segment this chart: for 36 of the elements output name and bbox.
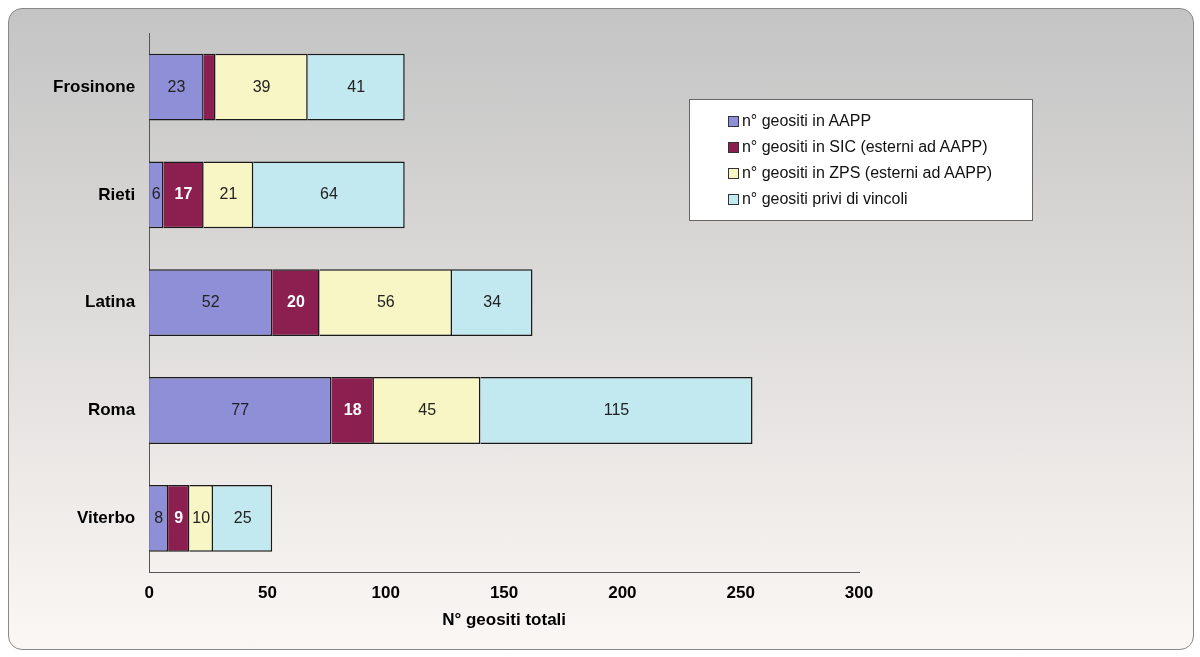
- y-tick-label: Roma: [87, 400, 136, 420]
- data-label: 17: [174, 185, 193, 203]
- y-tick-label: Frosinone: [53, 76, 136, 96]
- data-label: 52: [201, 293, 220, 311]
- x-tick-label: 300: [844, 583, 874, 603]
- y-tick-label: Latina: [85, 292, 136, 312]
- x-tick-label: 250: [726, 583, 755, 603]
- x-tick-label: 150: [489, 583, 519, 603]
- x-tick-label: 0: [144, 583, 154, 603]
- x-tick-label: 50: [258, 583, 277, 603]
- data-label: 10: [192, 508, 211, 526]
- data-label: 25: [233, 508, 252, 526]
- y-tick-label: Viterbo: [76, 507, 136, 527]
- x-axis-title: N° geositi totali: [442, 610, 567, 630]
- data-label: 39: [252, 77, 271, 95]
- data-label: 77: [231, 400, 250, 418]
- data-label: 23: [167, 77, 186, 95]
- data-label: 8: [154, 508, 164, 526]
- legend-label: n° geositi in ZPS (esterni ad AAPP): [741, 163, 992, 183]
- data-label: 45: [418, 400, 437, 418]
- data-label: 34: [483, 293, 502, 311]
- data-label: 56: [376, 293, 395, 311]
- y-tick-label: Rieti: [98, 184, 136, 204]
- data-label: 6: [151, 185, 161, 203]
- data-label: 18: [343, 400, 362, 418]
- x-tick-label: 200: [608, 583, 637, 603]
- data-label: 20: [286, 293, 305, 311]
- data-label: 41: [347, 77, 366, 95]
- data-label: 64: [320, 185, 338, 203]
- text: n° geositi privi di vincoli: [741, 189, 908, 209]
- x-tick-label: 100: [371, 583, 400, 603]
- legend-label: n° geositi in AAPP: [741, 111, 872, 131]
- data-label: 9: [174, 508, 184, 526]
- legend-label: n° geositi in SIC (esterni ad AAPP): [741, 137, 988, 157]
- data-label: 21: [219, 185, 238, 203]
- data-label: 115: [603, 400, 630, 418]
